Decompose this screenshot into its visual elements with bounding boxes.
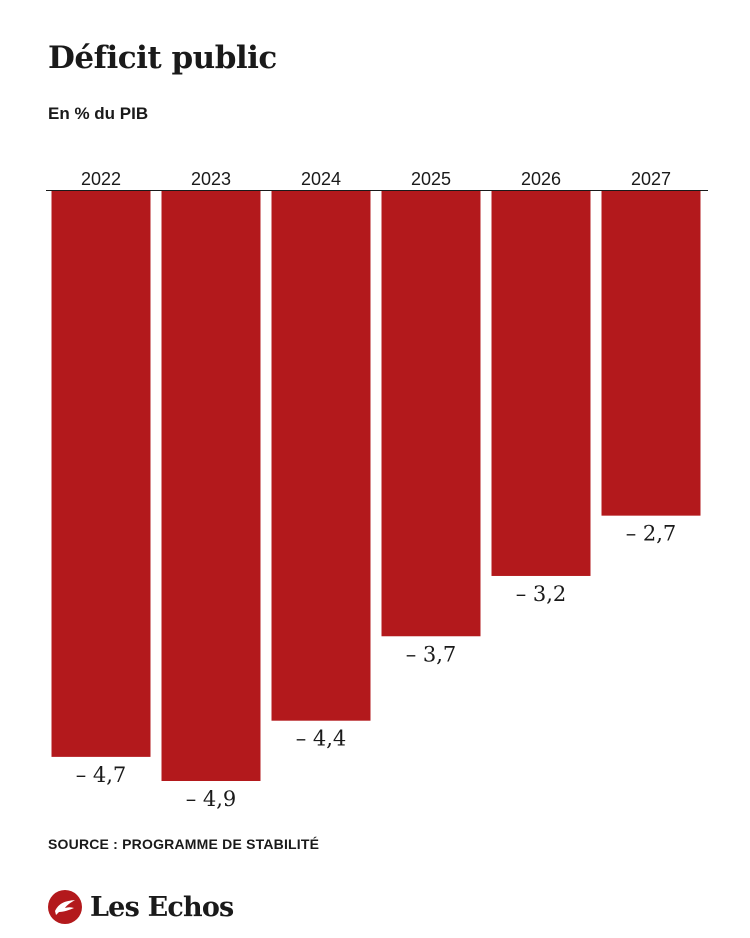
value-label-2024: – 4,4	[296, 727, 347, 751]
x-tick-label-2027: 2027	[631, 169, 671, 189]
x-tick-label-2024: 2024	[301, 169, 341, 189]
value-label-2026: – 3,2	[516, 582, 567, 606]
source-note: SOURCE : PROGRAMME DE STABILITÉ	[48, 836, 320, 852]
brand-logo: Les Echos	[48, 890, 234, 924]
x-tick-label-2022: 2022	[81, 169, 121, 189]
bar-chart: 2022 – 4,7 2023 – 4,9 2024 – 4,4 2025 – 3,7 2026…	[46, 169, 708, 811]
value-label-2022: – 4,7	[76, 763, 127, 787]
value-label-2025: – 3,7	[406, 642, 457, 666]
x-tick-label-2025: 2025	[411, 169, 451, 189]
bar-2026	[491, 190, 591, 576]
bar-2025	[381, 190, 481, 637]
bar-2023	[161, 190, 261, 781]
chart-title: Déficit public	[48, 40, 277, 76]
bar-2027	[601, 190, 701, 516]
value-label-2023: – 4,9	[186, 787, 237, 811]
bar-2022	[51, 190, 151, 757]
chart-subtitle: En % du PIB	[48, 104, 149, 123]
x-tick-label-2026: 2026	[521, 169, 561, 189]
x-tick-label-2023: 2023	[191, 169, 231, 189]
les-echos-logo-icon	[48, 890, 82, 924]
value-label-2027: – 2,7	[626, 522, 677, 546]
brand-name: Les Echos	[90, 891, 234, 923]
bar-2024	[271, 190, 371, 721]
